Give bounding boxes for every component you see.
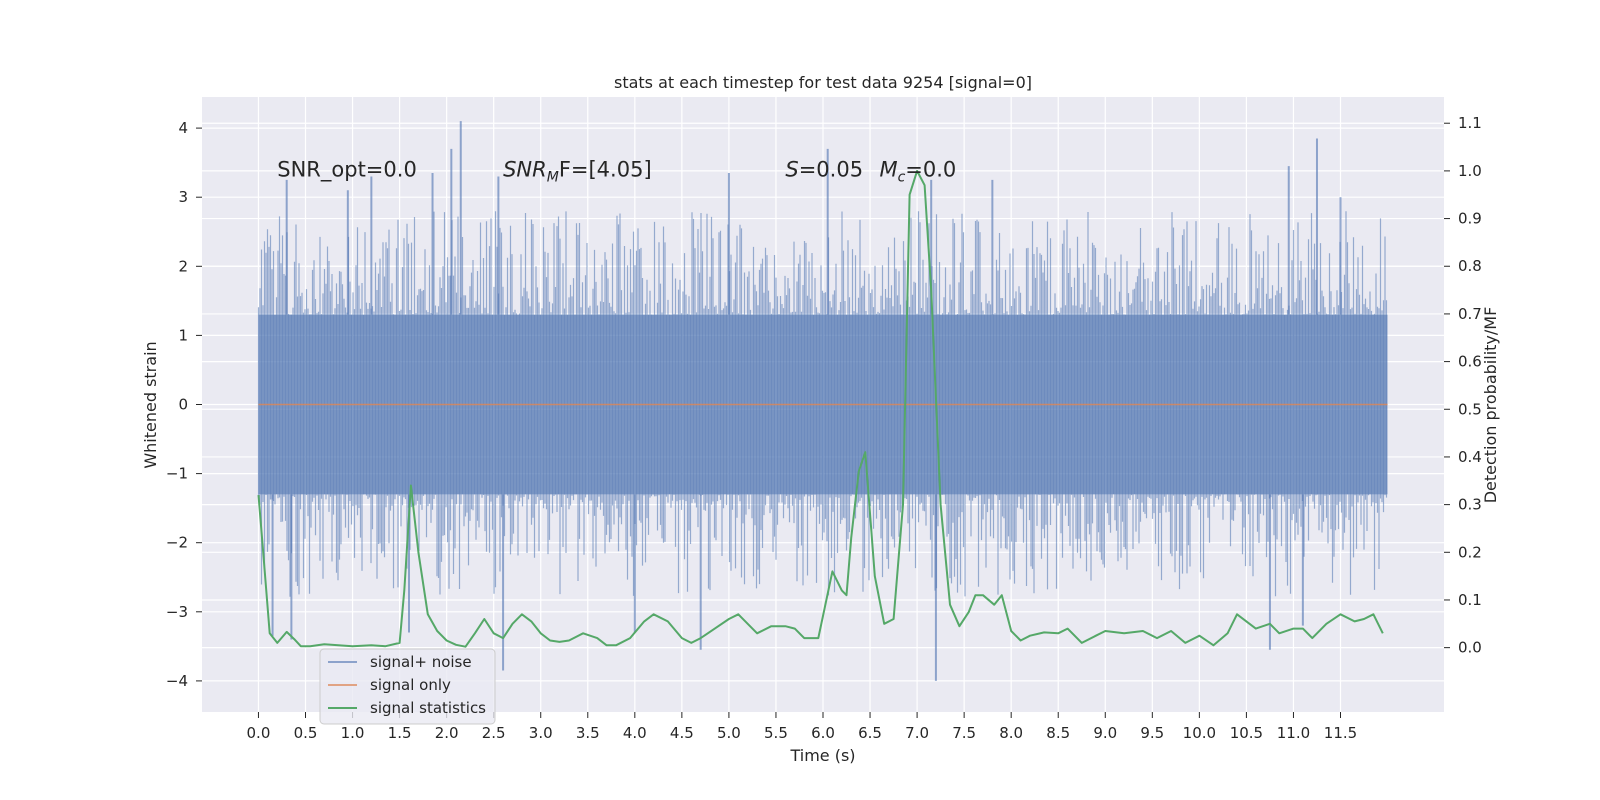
legend-box (319, 648, 496, 725)
y-right-tick-label: 0.3 (1458, 496, 1482, 514)
x-tick-label: 5.5 (764, 724, 788, 742)
x-tick-label: 0.5 (294, 724, 318, 742)
x-tick-label: 7.5 (952, 724, 976, 742)
legend-label-signal-noise: signal+ noise (370, 653, 472, 671)
x-tick-label: 11.5 (1324, 724, 1357, 742)
x-tick-label: 3.0 (529, 724, 553, 742)
x-tick-label: 10.5 (1230, 724, 1263, 742)
x-tick-label: 4.5 (670, 724, 694, 742)
y-axis-label-left: Whitened strain (141, 341, 160, 468)
y-left-tick-label: 4 (178, 119, 188, 137)
y-right-tick-label: 0.2 (1458, 543, 1482, 561)
x-tick-label: 3.5 (576, 724, 600, 742)
x-tick-label: 1.0 (341, 724, 365, 742)
x-tick-label: 2.0 (435, 724, 459, 742)
legend-label-signal-statistics: signal statistics (370, 699, 486, 717)
x-axis-label: Time (s) (789, 746, 855, 765)
annotations: SNR_opt=0.0 SNRMF=[4.05] S=0.05 Mc=0.0 (277, 157, 956, 185)
annotation-0: SNR_opt=0.0 (277, 157, 417, 182)
series-lines (257, 169, 1388, 648)
x-tick-label: 5.0 (717, 724, 741, 742)
annotation-2: S=0.05 (785, 157, 863, 181)
y-left-tick-label: −1 (166, 465, 188, 483)
x-tick-label: 11.0 (1277, 724, 1310, 742)
y-right-tick-label: 0.6 (1458, 353, 1482, 371)
y-left-tick-label: 2 (178, 257, 188, 275)
x-tick-label: 4.0 (623, 724, 647, 742)
x-tick-label: 9.0 (1093, 724, 1117, 742)
legend: signal+ noise signal only signal statist… (319, 648, 496, 725)
y-left-tick-label: 1 (178, 326, 188, 344)
x-tick-label: 0.0 (247, 724, 271, 742)
axes: 0.0 0.5 1.0 1.5 2.0 2.5 3.0 3.5 4.0 4.5 5.0 5.5 6.0 6… (166, 114, 1482, 742)
signal-statistics-line (257, 169, 1384, 648)
y-left-tick-label: 3 (178, 188, 188, 206)
x-tick-label: 6.5 (858, 724, 882, 742)
x-tick-label: 8.0 (999, 724, 1023, 742)
y-right-tick-label: 0.4 (1458, 448, 1482, 466)
annotation-1: SNRMF=[4.05] (503, 157, 652, 185)
y-left-tick-label: 0 (178, 396, 188, 414)
y-right-tick-label: 0.5 (1458, 400, 1482, 418)
y-left-tick-label: −4 (166, 672, 188, 690)
chart-title: stats at each timestep for test data 925… (614, 73, 1032, 92)
y-right-tick-label: 0.8 (1458, 257, 1482, 275)
y-right-tick-label: 0.7 (1458, 305, 1482, 323)
y-left-tick-label: −3 (166, 603, 188, 621)
x-tick-label: 9.5 (1140, 724, 1164, 742)
y-right-tick-label: 0.0 (1458, 639, 1482, 657)
x-tick-label: 10.0 (1183, 724, 1216, 742)
annotation-3: Mc=0.0 (879, 157, 956, 185)
y-left-tick-label: −2 (166, 534, 188, 552)
y-right-tick-label: 0.9 (1458, 210, 1482, 228)
x-tick-label: 8.5 (1046, 724, 1070, 742)
y-axis-label-right: Detection probability/MF (1481, 307, 1500, 504)
legend-label-signal-only: signal only (370, 676, 451, 694)
y-right-tick-label: 1.1 (1458, 114, 1482, 132)
x-tick-label: 2.5 (482, 724, 506, 742)
y-right-tick-label: 1.0 (1458, 162, 1482, 180)
x-tick-label: 7.0 (905, 724, 929, 742)
y-right-tick-label: 0.1 (1458, 591, 1482, 609)
x-tick-label: 6.0 (811, 724, 835, 742)
x-tick-label: 1.5 (388, 724, 412, 742)
